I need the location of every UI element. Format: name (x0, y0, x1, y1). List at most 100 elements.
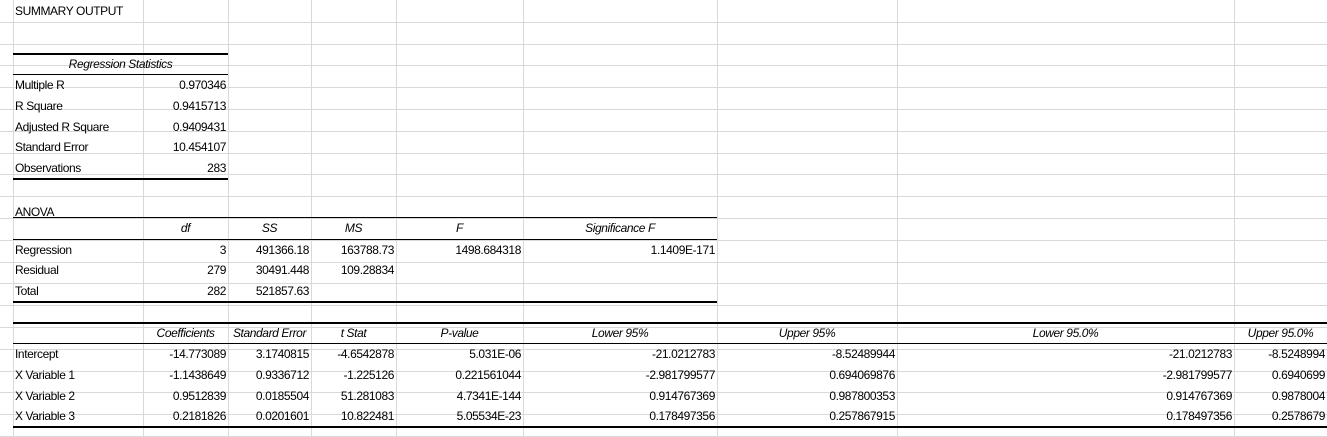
coefficient-row-label[interactable]: X Variable 1 (15, 368, 75, 382)
anova-cell[interactable]: 1498.684318 (455, 243, 521, 257)
coefficient-cell[interactable]: 0.2578679 (1271, 409, 1326, 423)
anova-cell[interactable]: 282 (207, 284, 226, 298)
cell-border (13, 178, 228, 180)
anova-cell[interactable]: 30491.448 (255, 263, 310, 277)
summary-output-title[interactable]: SUMMARY OUTPUT (15, 4, 123, 18)
coefficient-cell[interactable]: 0.914767369 (1166, 389, 1232, 403)
coefficients-column-header[interactable]: Upper 95.0% (1247, 326, 1314, 340)
coefficient-cell[interactable]: -4.6542878 (337, 347, 394, 361)
anova-column-header[interactable]: SS (261, 221, 278, 235)
grid-row-line (0, 218, 1327, 219)
regression-stat-label[interactable]: R Square (15, 99, 63, 113)
coefficient-cell[interactable]: 0.987800353 (829, 389, 895, 403)
coefficient-cell[interactable]: 0.221561044 (455, 368, 521, 382)
grid-row-line (0, 153, 1327, 154)
coefficient-cell[interactable]: 0.9878004 (1271, 389, 1326, 403)
coefficients-column-header[interactable]: t Stat (340, 326, 367, 340)
coefficient-cell[interactable]: 0.6940699 (1271, 368, 1326, 382)
coefficient-cell[interactable]: -8.52489944 (832, 347, 895, 361)
coefficient-cell[interactable]: -21.0212783 (652, 347, 715, 361)
coefficient-cell[interactable]: 5.031E-06 (469, 347, 521, 361)
coefficient-cell[interactable]: 4.7341E-144 (456, 389, 522, 403)
coefficient-cell[interactable]: 0.9336712 (255, 368, 310, 382)
coefficient-cell[interactable]: 10.822481 (340, 409, 395, 423)
coefficient-cell[interactable]: 0.0185504 (255, 389, 310, 403)
coefficients-column-header[interactable]: P-value (440, 326, 479, 340)
coefficient-cell[interactable]: -8.5248994 (1268, 347, 1325, 361)
anova-row-label[interactable]: Residual (15, 263, 59, 277)
regression-stat-value[interactable]: 0.9415713 (172, 99, 227, 113)
anova-cell[interactable]: 109.28834 (340, 263, 395, 277)
regression-stat-value[interactable]: 0.970346 (179, 78, 226, 92)
coefficient-cell[interactable]: 0.914767369 (649, 389, 715, 403)
anova-column-header[interactable]: df (180, 221, 191, 235)
anova-column-header[interactable]: Significance F (585, 221, 655, 235)
anova-cell[interactable]: 279 (207, 263, 226, 277)
cell-border (13, 343, 1327, 344)
regression-stat-label[interactable]: Multiple R (15, 78, 65, 92)
coefficient-cell[interactable]: 0.0201601 (255, 409, 310, 423)
coefficient-cell[interactable]: -1.225126 (343, 368, 395, 382)
regression-stat-label[interactable]: Adjusted R Square (15, 120, 109, 134)
coefficients-column-header[interactable]: Coefficients (156, 326, 215, 340)
anova-column-header[interactable]: MS (344, 221, 363, 235)
coefficient-cell[interactable]: -21.0212783 (1169, 347, 1232, 361)
anova-row-label[interactable]: Regression (15, 243, 72, 257)
cell-border (13, 239, 717, 240)
coefficient-cell[interactable]: -2.981799577 (645, 368, 716, 382)
regression-stat-label[interactable]: Observations (15, 161, 81, 175)
grid-row-line (0, 414, 1327, 415)
regression-statistics-header[interactable]: Regression Statistics (68, 57, 173, 71)
cell-border (13, 217, 717, 218)
coefficient-cell[interactable]: -1.1438649 (169, 368, 226, 382)
coefficient-cell[interactable]: -2.981799577 (1162, 368, 1233, 382)
coefficient-row-label[interactable]: X Variable 3 (15, 409, 75, 423)
grid-row-line (0, 109, 1327, 110)
anova-cell[interactable]: 491366.18 (255, 243, 310, 257)
coefficient-cell[interactable]: 0.178497356 (649, 409, 715, 423)
anova-column-header[interactable]: F (456, 221, 463, 235)
regression-stat-value[interactable]: 283 (207, 161, 226, 175)
regression-stat-label[interactable]: Standard Error (15, 140, 89, 154)
regression-stat-value[interactable]: 0.9409431 (172, 120, 227, 134)
coefficient-cell[interactable]: 5.05534E-23 (456, 409, 522, 423)
grid-row-line (0, 283, 1327, 284)
anova-title[interactable]: ANOVA (15, 205, 55, 219)
cell-border (13, 74, 228, 75)
grid-row-line (0, 392, 1327, 393)
anova-cell[interactable]: 1.1409E-171 (650, 243, 716, 257)
regression-stat-value[interactable]: 10.454107 (172, 140, 227, 154)
grid-row-line (0, 87, 1327, 88)
coefficient-cell[interactable]: 0.9512839 (172, 389, 227, 403)
anova-row-label[interactable]: Total (15, 284, 39, 298)
coefficient-cell[interactable]: 0.257867915 (829, 409, 895, 423)
cell-border (13, 53, 228, 55)
grid-row-line (0, 305, 1327, 306)
grid-row-line (0, 349, 1327, 350)
coefficients-column-header[interactable]: Lower 95.0% (1032, 326, 1099, 340)
grid-row-line (0, 327, 1327, 328)
grid-row-line (0, 44, 1327, 45)
grid-row-line (0, 174, 1327, 175)
coefficients-column-header[interactable]: Standard Error (232, 326, 307, 340)
grid-row-line (0, 65, 1327, 66)
cell-border (13, 322, 1327, 324)
coefficient-cell[interactable]: 51.281083 (340, 389, 395, 403)
anova-cell[interactable]: 3 (219, 243, 227, 257)
coefficient-cell[interactable]: 3.1740815 (255, 347, 310, 361)
coefficient-cell[interactable]: 0.178497356 (1166, 409, 1232, 423)
coefficient-cell[interactable]: -14.773089 (169, 347, 226, 361)
coefficients-column-header[interactable]: Lower 95% (591, 326, 649, 340)
grid-row-line (0, 262, 1327, 263)
coefficient-cell[interactable]: 0.694069876 (829, 368, 895, 382)
grid-row-line (0, 196, 1327, 197)
coefficient-cell[interactable]: 0.2181826 (172, 409, 227, 423)
anova-cell[interactable]: 521857.63 (255, 284, 310, 298)
cell-border (13, 301, 717, 303)
coefficient-row-label[interactable]: Intercept (15, 347, 59, 361)
anova-cell[interactable]: 163788.73 (340, 243, 395, 257)
coefficients-column-header[interactable]: Upper 95% (778, 326, 836, 340)
grid-row-line (0, 131, 1327, 132)
coefficient-row-label[interactable]: X Variable 2 (15, 389, 75, 403)
